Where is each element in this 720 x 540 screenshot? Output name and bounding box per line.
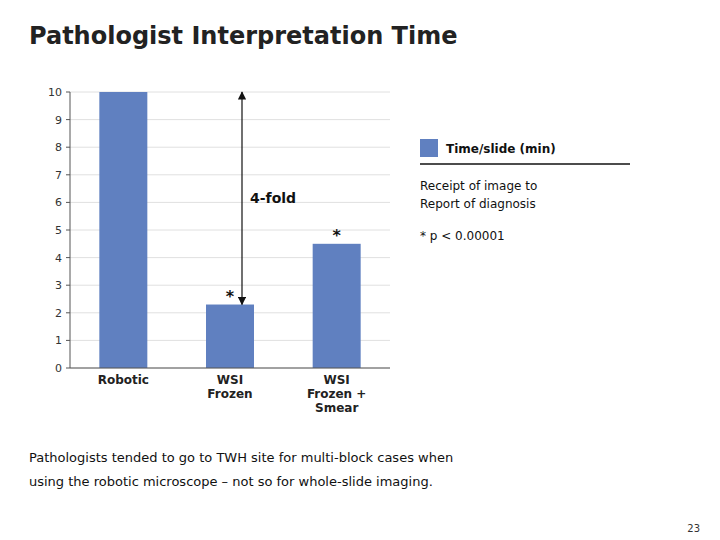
tick-label: 4 (55, 252, 62, 265)
tick-mark (66, 174, 70, 175)
tick-label: 8 (55, 141, 62, 154)
bar (313, 244, 361, 368)
annotation: * (226, 287, 235, 306)
legend-label: Time/slide (min) (446, 142, 556, 156)
tick-label: 5 (55, 224, 62, 237)
tick-mark (66, 230, 70, 231)
tick-mark (66, 340, 70, 341)
tick-label: 10 (48, 86, 62, 99)
tick-label: 7 (55, 169, 62, 182)
category-label: WSIFrozen +Smear (307, 373, 367, 415)
footnote: Pathologists tended to go to TWH site fo… (29, 450, 453, 465)
tick-label: 1 (55, 334, 62, 347)
bar (206, 305, 254, 368)
tick-mark (66, 92, 70, 93)
category-label: Robotic (98, 373, 149, 387)
tick-mark (66, 147, 70, 148)
title: Pathologist Interpretation Time (29, 22, 458, 50)
note: * p < 0.00001 (420, 229, 505, 243)
y-axis (70, 92, 71, 368)
tick-mark (66, 368, 70, 369)
annotation: * (332, 226, 341, 245)
tick-label: 3 (55, 279, 62, 292)
note: Receipt of image to (420, 179, 537, 193)
tick-label: 9 (55, 114, 62, 127)
tick-mark (66, 257, 70, 258)
tick-label: 2 (55, 307, 62, 320)
grid-line (70, 368, 390, 369)
footnote: using the robotic microscope – not so fo… (29, 474, 433, 489)
x-axis (70, 368, 390, 369)
slide-number: 23 (687, 523, 700, 534)
tick-mark (66, 285, 70, 286)
bar (99, 92, 147, 368)
tick-mark (66, 202, 70, 203)
legend-swatch (420, 139, 438, 157)
legend-underline (420, 163, 630, 165)
arrow (241, 92, 242, 305)
tick-mark (66, 312, 70, 313)
tick-label: 6 (55, 196, 62, 209)
category-label: WSIFrozen (207, 373, 252, 401)
annotation: 4-fold (250, 190, 296, 206)
note: Report of diagnosis (420, 197, 536, 211)
chart: Pathologist Interpretation Time012345678… (0, 0, 720, 540)
bars (99, 92, 360, 368)
tick-label: 0 (55, 362, 62, 375)
grid (70, 92, 390, 368)
tick-mark (66, 119, 70, 120)
